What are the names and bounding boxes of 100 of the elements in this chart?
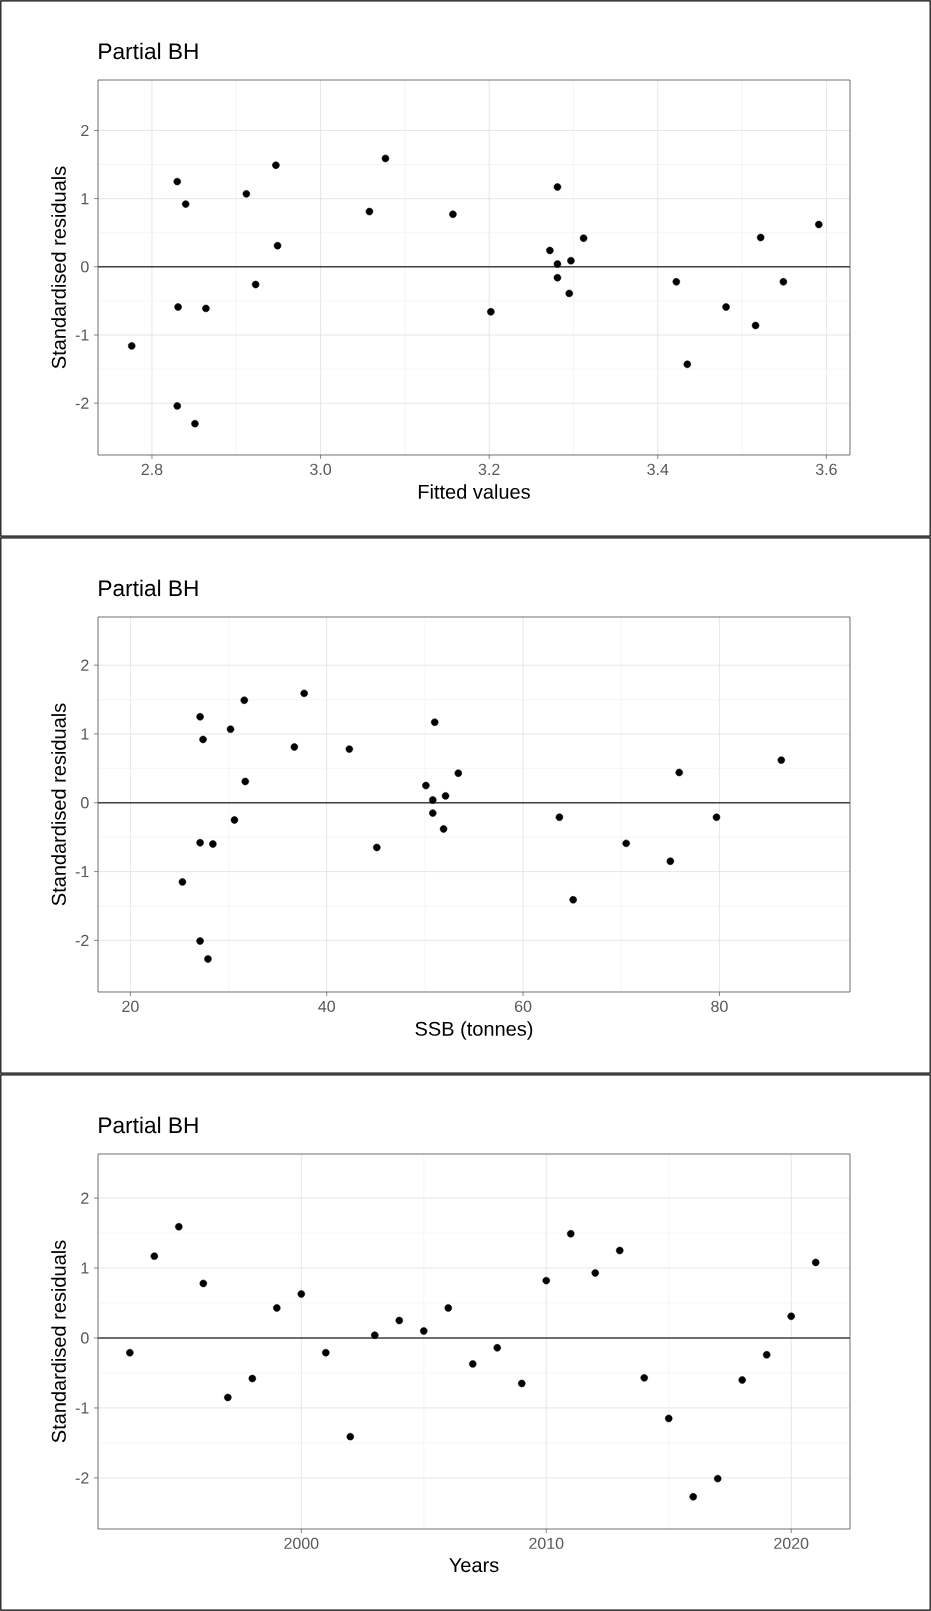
x-axis-title: Years (449, 1558, 499, 1573)
point (569, 896, 577, 904)
point (241, 777, 249, 786)
point (175, 1223, 183, 1231)
y-axis-title: Standardised residuals (51, 1240, 66, 1443)
point (449, 210, 457, 219)
point (431, 718, 439, 727)
point (553, 273, 562, 282)
point (811, 1258, 820, 1267)
x-tick-label: 3.4 (647, 463, 669, 476)
x-tick-label: 80 (711, 1000, 728, 1013)
point (345, 745, 354, 753)
point (196, 713, 204, 721)
x-axis-title: Fitted values (418, 484, 530, 499)
x-tick-label: 3.2 (478, 463, 500, 476)
point (150, 1252, 159, 1260)
point (756, 233, 765, 242)
point (689, 1493, 697, 1501)
point (616, 1246, 624, 1255)
point (751, 321, 760, 330)
chart-title: Partial BH (99, 1116, 198, 1134)
point (196, 937, 204, 945)
point (665, 1414, 673, 1423)
point (444, 1304, 453, 1312)
point (371, 1331, 379, 1339)
x-tick-label: 2.8 (141, 463, 163, 476)
y-axis-title: Standardised residuals (51, 703, 66, 906)
point (553, 260, 562, 268)
y-tick-label: -2 (75, 934, 89, 946)
point (174, 303, 182, 311)
point (381, 154, 390, 163)
point (248, 1374, 257, 1383)
point (441, 792, 450, 800)
y-tick-label: 0 (81, 261, 89, 273)
y-tick-label: -1 (75, 866, 89, 878)
point (712, 813, 721, 821)
point (373, 843, 381, 852)
point (365, 207, 374, 216)
point (518, 1379, 526, 1388)
point (272, 161, 280, 169)
x-tick-label: 2010 (529, 1537, 564, 1550)
point (240, 696, 249, 704)
x-tick-label: 40 (318, 1000, 336, 1013)
point (346, 1432, 355, 1441)
point (683, 360, 692, 369)
point (422, 781, 430, 790)
point (591, 1269, 599, 1277)
point (202, 304, 210, 313)
point (640, 1374, 648, 1382)
point (429, 809, 437, 817)
point (666, 857, 675, 865)
y-tick-label: 0 (81, 797, 89, 809)
point (493, 1344, 501, 1352)
point (779, 278, 788, 286)
point (815, 220, 823, 229)
y-tick-label: 2 (81, 659, 89, 671)
point (230, 816, 239, 824)
point (224, 1393, 232, 1402)
point (297, 1290, 306, 1298)
y-tick-label: 2 (81, 124, 89, 137)
point (181, 200, 190, 208)
y-tick-label: 1 (81, 1262, 89, 1274)
point (173, 402, 181, 410)
x-tick-label: 2020 (774, 1537, 809, 1550)
point (395, 1316, 404, 1325)
point (553, 183, 562, 191)
point (429, 796, 437, 804)
x-tick-label: 3.6 (815, 463, 837, 476)
point (787, 1312, 795, 1321)
point (738, 1376, 746, 1384)
y-tick-label: -2 (75, 397, 89, 409)
y-axis-title: Standardised residuals (51, 166, 66, 369)
point (191, 419, 199, 428)
x-tick-label: 20 (122, 1000, 139, 1013)
point (178, 878, 187, 886)
chart-title: Partial BH (99, 42, 198, 60)
point (567, 256, 575, 265)
point (565, 289, 573, 298)
point (555, 813, 564, 821)
y-tick-label: -2 (75, 1472, 89, 1484)
x-axis-title: SSB (tonnes) (415, 1021, 533, 1040)
y-tick-label: -1 (75, 329, 89, 341)
point (322, 1348, 330, 1357)
point (300, 689, 308, 698)
point (196, 838, 204, 847)
point (273, 1304, 281, 1312)
point (127, 342, 136, 350)
point (420, 1327, 428, 1335)
point (672, 278, 681, 286)
point (487, 308, 495, 316)
point (777, 756, 786, 764)
point (290, 743, 299, 751)
point (242, 190, 251, 198)
x-tick-label: 60 (515, 1000, 532, 1013)
point (675, 768, 683, 777)
y-tick-label: 1 (81, 728, 89, 740)
point (173, 177, 181, 186)
point (762, 1351, 771, 1359)
point (546, 246, 554, 255)
point (469, 1360, 477, 1368)
